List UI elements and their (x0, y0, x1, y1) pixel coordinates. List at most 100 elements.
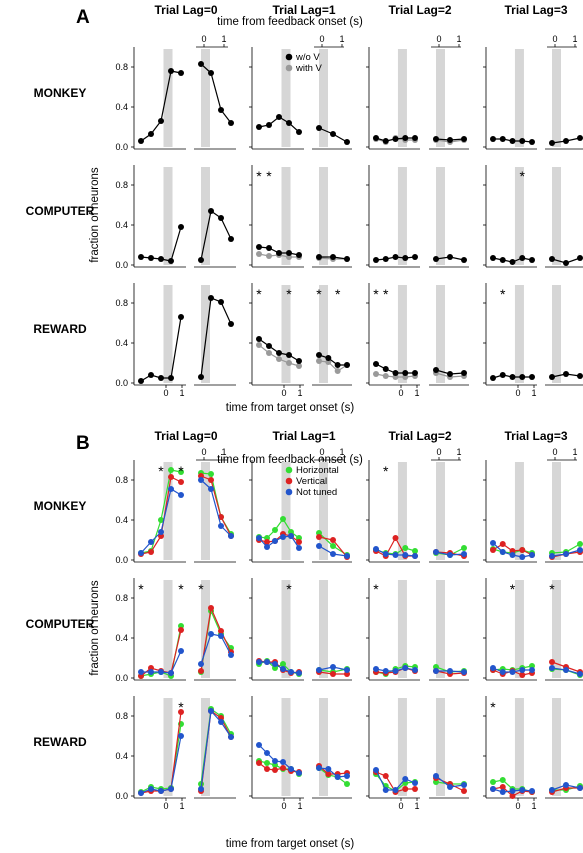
data-point-g (330, 543, 336, 549)
data-point-b (373, 767, 379, 773)
data-point-t (325, 355, 332, 361)
series-line-b (200, 633, 232, 665)
series-line-g (318, 767, 348, 785)
bottom-xtick-label: 1 (414, 388, 419, 398)
bottom-xtick-label: 1 (297, 801, 302, 811)
event-band-A-monkey-2-0 (397, 49, 407, 147)
data-point-t (344, 139, 350, 145)
data-point-b (382, 787, 389, 793)
row-label-A-computer: COMPUTER (26, 204, 95, 218)
data-point-b (433, 549, 439, 555)
event-band-A-reward-1-1 (319, 285, 328, 383)
data-point-b (272, 661, 278, 667)
data-point-t (276, 114, 282, 120)
event-band-A-computer-1-1 (319, 167, 328, 265)
data-point-b (272, 758, 278, 764)
data-point-b (148, 669, 154, 675)
top-xtick-label: 1 (456, 34, 461, 44)
significance-star: * (383, 286, 389, 302)
data-point-b (158, 669, 164, 675)
data-point-r (178, 709, 184, 715)
data-point-g (499, 777, 506, 783)
ytick-label: 0.4 (115, 220, 128, 230)
data-point-t (519, 374, 526, 380)
event-band-B-reward-3-1 (552, 698, 561, 796)
legend-label-0: Horizontal (296, 465, 339, 476)
ytick-label: 0.0 (115, 142, 128, 152)
data-point-b (280, 534, 286, 540)
event-band-A-monkey-0-0 (163, 49, 173, 147)
data-point-b (168, 486, 174, 492)
event-band-A-computer-0-0 (163, 167, 173, 265)
data-point-r (148, 549, 154, 555)
event-band-B-monkey-0-1 (201, 462, 210, 560)
data-point-r (461, 788, 467, 794)
legend-marker-2 (285, 488, 293, 496)
event-band-B-computer-0-0 (163, 580, 173, 678)
ylabel-A: fraction of neurons (89, 167, 101, 263)
panel-letter-A: A (76, 7, 90, 28)
data-point-g (178, 469, 184, 475)
event-band-A-computer-2-1 (436, 167, 445, 265)
data-point-t (529, 257, 535, 263)
data-point-b (316, 765, 322, 771)
data-point-b (296, 770, 302, 776)
significance-star: * (286, 581, 292, 597)
data-point-b (563, 782, 569, 788)
data-point-t (286, 352, 292, 358)
series-line-t (140, 316, 182, 382)
ylabel-B: fraction of neurons (89, 580, 101, 676)
significance-star: * (266, 168, 272, 184)
data-point-b (373, 546, 379, 552)
significance-star: * (198, 581, 204, 597)
data-point-b (288, 766, 294, 772)
xlabel-bottom-A: time from target onset (s) (226, 402, 355, 414)
event-band-B-computer-3-1 (552, 580, 561, 678)
ytick-label: 0.4 (115, 751, 128, 761)
data-point-r (412, 786, 418, 792)
event-band-B-monkey-1-1 (319, 462, 328, 560)
top-xtick-label: 1 (339, 447, 344, 457)
top-xtick-label: 0 (319, 447, 324, 457)
data-point-t (198, 374, 204, 380)
data-point-t (276, 350, 282, 356)
event-band-B-monkey-3-1 (552, 462, 561, 560)
series-line-t (200, 63, 232, 124)
data-point-b (402, 552, 409, 558)
data-point-t (373, 135, 379, 141)
bottom-xtick-label: 1 (414, 801, 419, 811)
data-point-b (288, 533, 294, 539)
significance-star: * (158, 463, 164, 479)
legend-label-0: w/o V (295, 52, 320, 63)
data-point-b (519, 787, 526, 793)
data-point-g (402, 545, 409, 551)
event-band-B-reward-2-1 (436, 698, 445, 796)
data-point-b (228, 652, 234, 658)
data-point-b (280, 666, 286, 672)
data-point-r (178, 627, 184, 633)
legend-label-1: Vertical (296, 476, 327, 487)
data-point-t (148, 372, 154, 378)
data-point-b (373, 666, 379, 672)
event-band-B-monkey-2-1 (436, 462, 445, 560)
data-point-t (178, 224, 184, 230)
ytick-label: 0.8 (115, 593, 128, 603)
significance-star: * (138, 581, 144, 597)
data-point-t (509, 259, 516, 265)
series-line-r (200, 475, 232, 537)
data-point-b (316, 667, 322, 673)
data-point-b (344, 553, 350, 559)
data-point-b (344, 773, 350, 779)
data-point-b (433, 773, 439, 779)
data-point-t (373, 257, 379, 263)
data-point-t (392, 370, 399, 376)
bottom-xtick-label: 0 (398, 801, 403, 811)
data-point-t (334, 362, 341, 368)
bottom-xtick-label: 1 (531, 801, 536, 811)
top-xtick-label: 0 (436, 447, 441, 457)
lag-title-A-2: Trial Lag=2 (388, 3, 451, 17)
top-xtick-label: 0 (201, 34, 206, 44)
data-point-t (296, 129, 302, 135)
data-point-t (509, 374, 516, 380)
data-point-v (256, 342, 262, 348)
